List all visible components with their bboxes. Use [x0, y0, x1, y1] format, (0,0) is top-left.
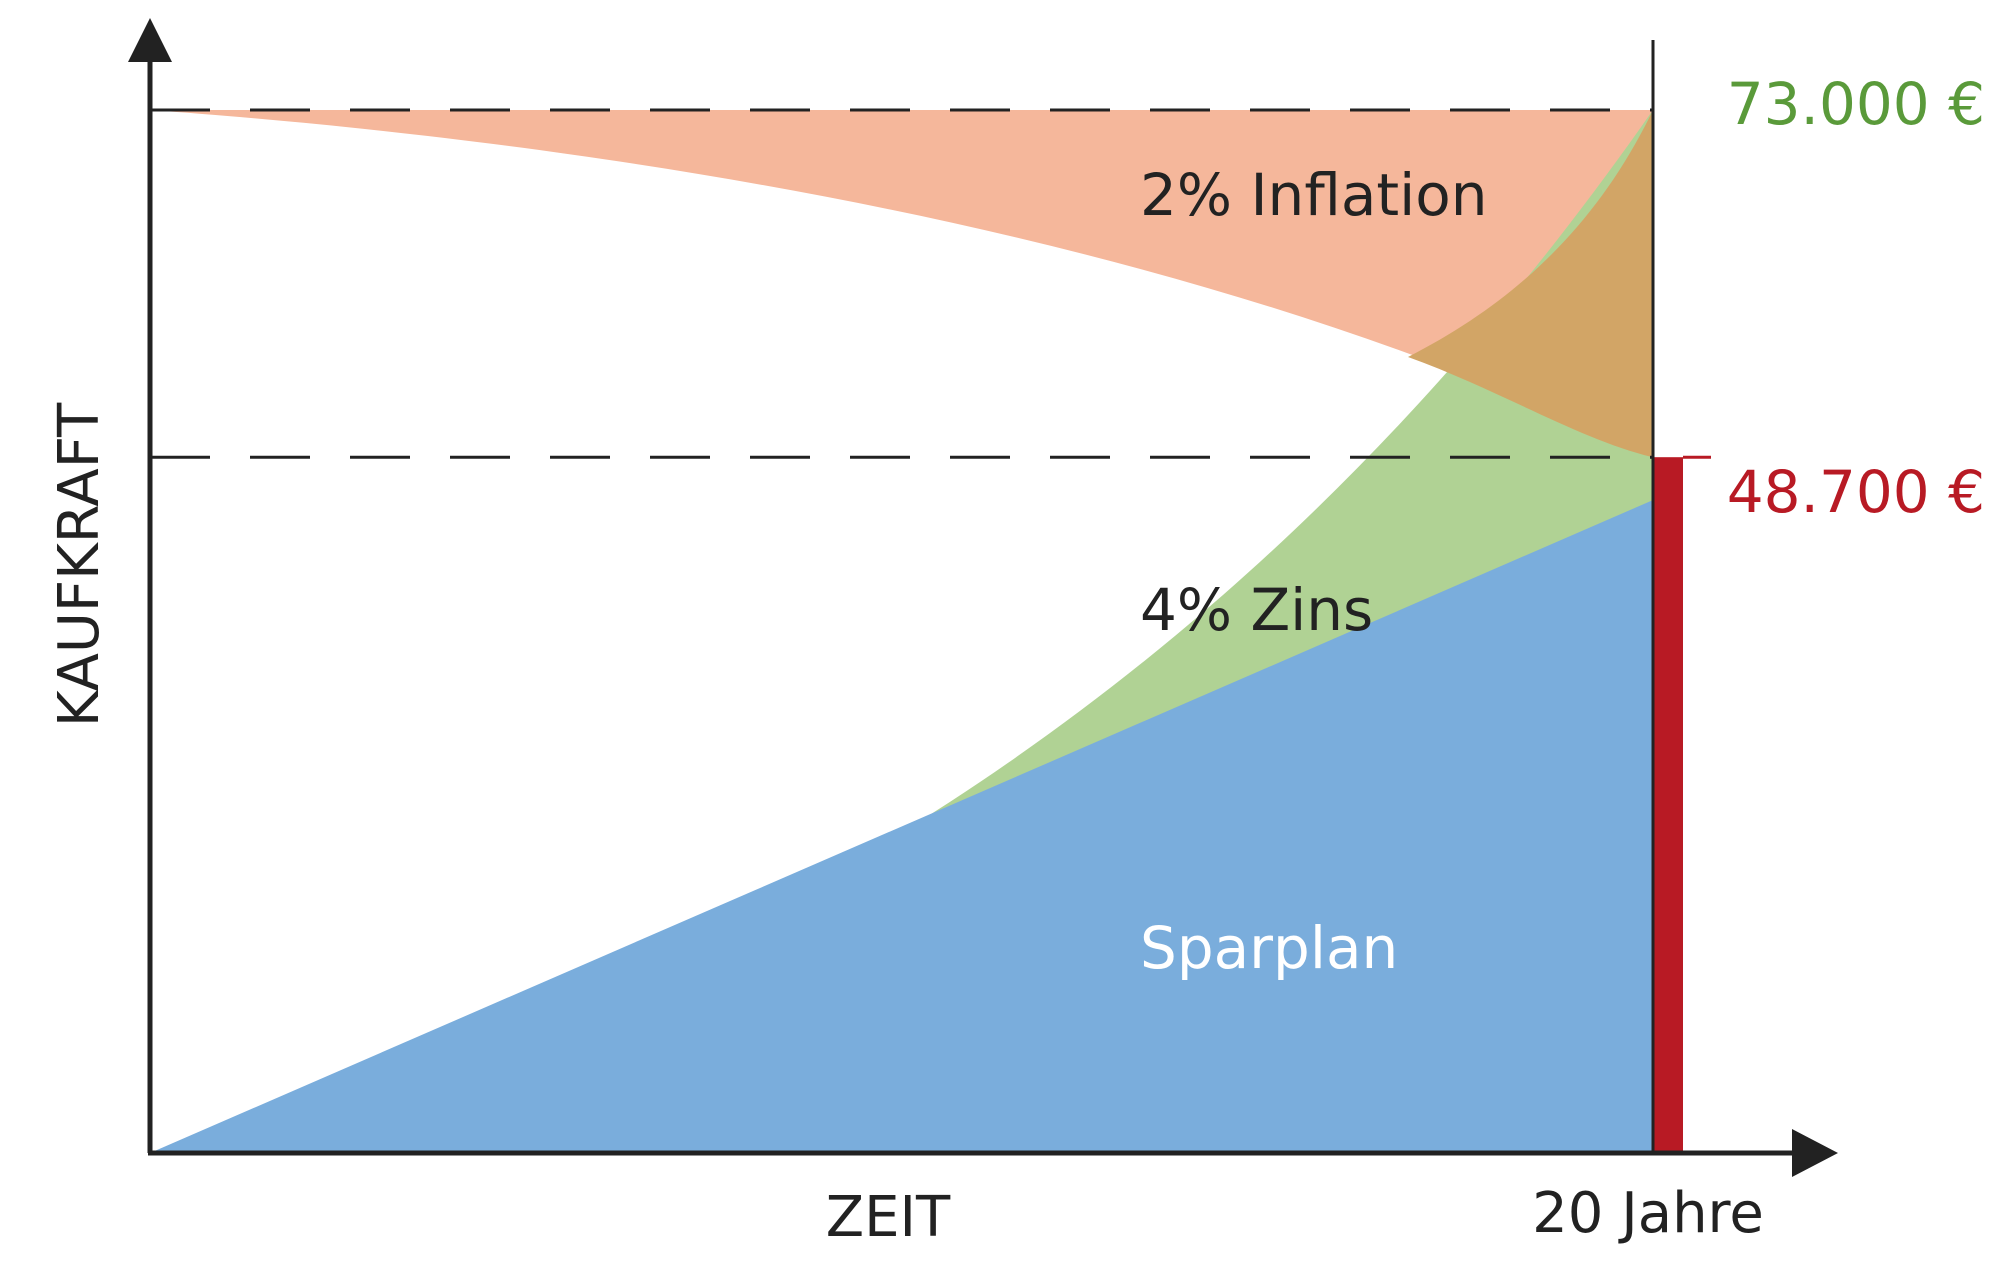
savings-plan-area: [150, 500, 1653, 1153]
x-axis-arrow-icon: [1792, 1129, 1838, 1177]
inflation-area: [150, 110, 1653, 458]
y-axis-arrow-icon: [128, 18, 172, 62]
series-label-inflation: 2% Inflation: [1140, 161, 1488, 229]
series-label-interest: 4% Zins: [1140, 576, 1373, 644]
y-axis-label: KAUFKRAFT: [47, 402, 112, 727]
value-label-73000: 73.000 €: [1727, 70, 1985, 138]
series-label-savings-plan: Sparplan: [1140, 914, 1398, 982]
purchasing-power-bar: [1653, 457, 1683, 1153]
x-axis-end-label: 20 Jahre: [1532, 1181, 1764, 1246]
inflation-interest-overlap-area: [1408, 110, 1653, 458]
x-axis-label: ZEIT: [826, 1185, 951, 1250]
value-label-48700: 48.700 €: [1727, 458, 1985, 526]
